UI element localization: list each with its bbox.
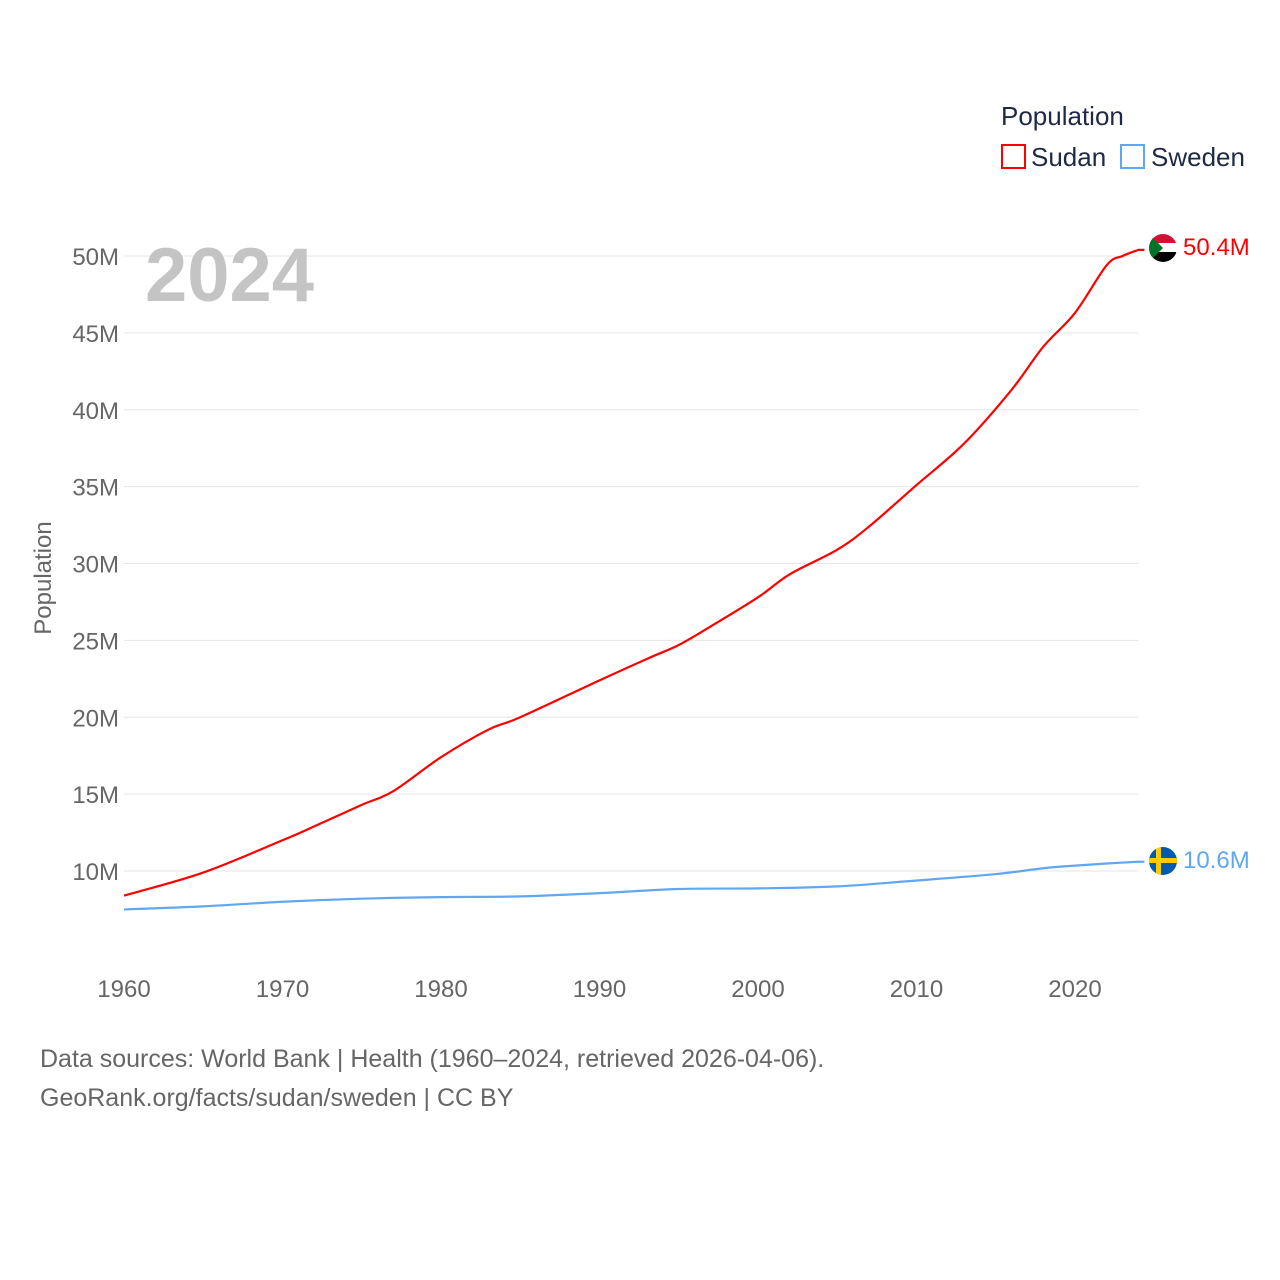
legend-item-sweden[interactable]: Sweden — [1120, 142, 1245, 172]
legend-swatch-sweden — [1120, 144, 1145, 169]
x-tick-label: 1990 — [573, 976, 626, 1003]
y-tick-label: 10M — [72, 859, 119, 886]
legend-label-sudan: Sudan — [1031, 142, 1106, 172]
legend: Population Sudan Sweden — [1001, 101, 1245, 172]
sweden-end-label: 10.6M — [1183, 847, 1250, 874]
x-tick-label: 1980 — [414, 976, 467, 1003]
x-tick-label: 2020 — [1048, 976, 1101, 1003]
y-tick-label: 15M — [72, 782, 119, 809]
y-tick-label: 20M — [72, 705, 119, 732]
y-tick-label: 50M — [72, 244, 119, 271]
x-tick-label: 2010 — [890, 976, 943, 1003]
year-watermark: 2024 — [145, 233, 314, 318]
legend-label-sweden: Sweden — [1151, 142, 1245, 172]
sudan-flag-icon — [1149, 234, 1177, 262]
legend-item-sudan[interactable]: Sudan — [1001, 142, 1106, 172]
y-axis-label: Population — [30, 521, 57, 634]
x-tick-label: 1970 — [256, 976, 309, 1003]
y-tick-label: 25M — [72, 628, 119, 655]
y-tick-label: 30M — [72, 552, 119, 579]
footer-attribution[interactable]: GeoRank.org/facts/sudan/sweden | CC BY — [40, 1084, 514, 1112]
sweden-flag-icon — [1149, 847, 1177, 875]
series-line-sudan — [123, 248, 1145, 897]
series-line-sweden — [123, 860, 1145, 911]
y-tick-label: 35M — [72, 475, 119, 502]
legend-title: Population — [1001, 101, 1124, 131]
legend-swatch-sudan — [1001, 144, 1026, 169]
x-tick-label: 2000 — [731, 976, 784, 1003]
sudan-end-label: 50.4M — [1183, 234, 1250, 261]
x-tick-label: 1960 — [97, 976, 150, 1003]
footer-sources: Data sources: World Bank | Health (1960–… — [40, 1045, 825, 1073]
y-tick-label: 40M — [72, 398, 119, 425]
y-tick-label: 45M — [72, 321, 119, 348]
